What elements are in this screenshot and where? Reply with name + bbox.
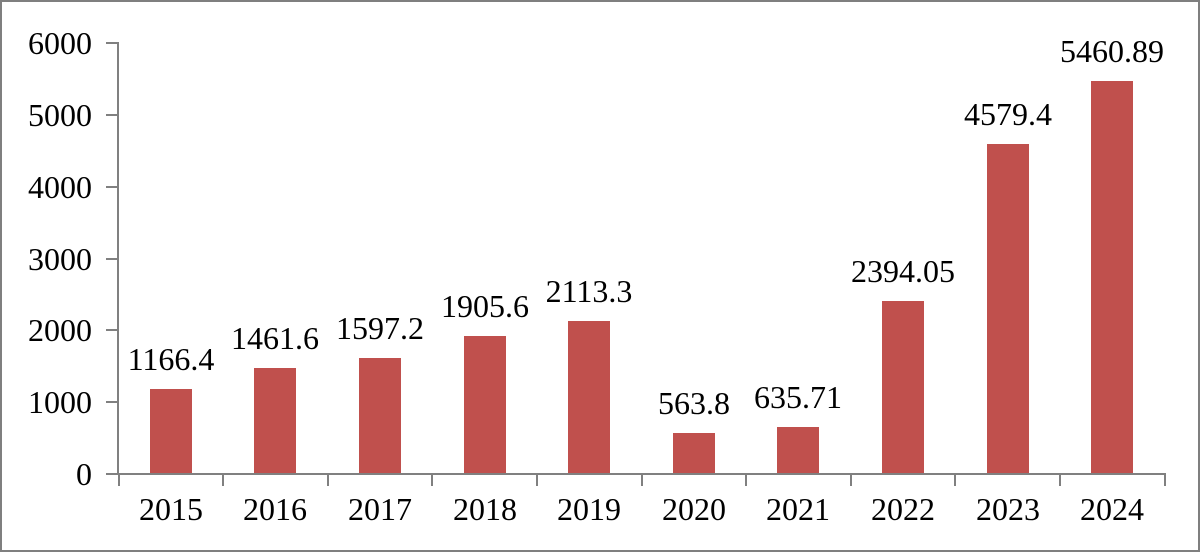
data-label-2023: 4579.4	[964, 96, 1052, 132]
x-tick-label: 2017	[348, 491, 412, 527]
data-label-2020: 563.8	[658, 385, 730, 421]
y-tick	[106, 401, 119, 403]
y-tick	[106, 186, 119, 188]
x-tick	[850, 473, 852, 486]
x-tick-label: 2015	[139, 491, 203, 527]
x-tick	[327, 473, 329, 486]
bar-2019	[568, 321, 610, 473]
x-tick-label: 2016	[243, 491, 307, 527]
x-tick	[1059, 473, 1061, 486]
y-tick	[106, 258, 119, 260]
y-tick	[106, 329, 119, 331]
x-tick-label: 2018	[453, 491, 517, 527]
bar-2021	[777, 427, 819, 473]
x-tick	[431, 473, 433, 486]
y-tick-label: 1000	[28, 384, 92, 420]
x-tick-label: 2022	[871, 491, 935, 527]
data-label-2019: 2113.3	[545, 273, 633, 309]
y-tick-label: 2000	[28, 312, 92, 348]
y-tick-label: 5000	[28, 97, 92, 133]
x-tick-label: 2023	[976, 491, 1040, 527]
bar-2022	[882, 301, 924, 473]
data-label-2024: 5460.89	[1060, 33, 1164, 69]
bar-2017	[359, 358, 401, 473]
x-tick	[1164, 473, 1166, 486]
bar-2016	[254, 368, 296, 473]
data-label-2015: 1166.4	[127, 341, 215, 377]
x-tick-label: 2021	[766, 491, 830, 527]
x-tick	[954, 473, 956, 486]
x-tick	[745, 473, 747, 486]
y-tick-label: 4000	[28, 169, 92, 205]
data-label-2017: 1597.2	[336, 310, 424, 346]
x-tick-label: 2024	[1080, 491, 1144, 527]
x-tick	[222, 473, 224, 486]
x-tick	[641, 473, 643, 486]
data-label-2018: 1905.6	[441, 288, 529, 324]
bar-2023	[987, 144, 1029, 473]
x-tick	[118, 473, 120, 486]
y-tick-label: 0	[76, 456, 92, 492]
data-label-2021: 635.71	[754, 379, 842, 415]
bar-2015	[150, 389, 192, 473]
x-tick-label: 2020	[662, 491, 726, 527]
y-tick	[106, 114, 119, 116]
data-label-2022: 2394.05	[851, 253, 955, 289]
y-tick-label: 3000	[28, 241, 92, 277]
bar-2018	[464, 336, 506, 473]
y-tick-label: 6000	[28, 25, 92, 61]
bar-2024	[1091, 81, 1133, 473]
bar-2020	[673, 433, 715, 473]
y-tick	[106, 473, 119, 475]
x-tick-label: 2019	[557, 491, 621, 527]
data-label-2016: 1461.6	[231, 320, 319, 356]
x-tick	[536, 473, 538, 486]
y-tick	[106, 42, 119, 44]
